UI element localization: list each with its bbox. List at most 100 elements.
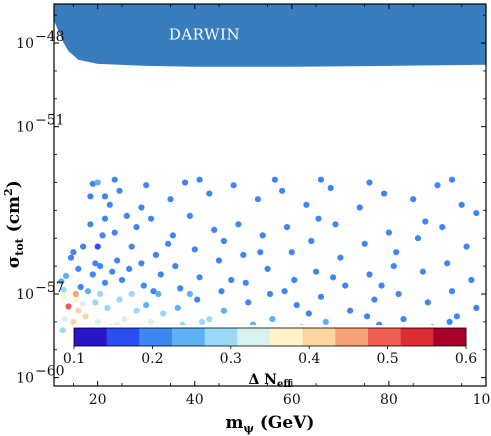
darwin-region-area <box>54 4 486 67</box>
data-point <box>342 282 349 289</box>
data-point <box>186 290 193 298</box>
data-point <box>97 290 104 298</box>
data-point <box>361 240 368 247</box>
y-tick-exponent: −48 <box>35 29 65 45</box>
data-point <box>80 243 87 250</box>
x-tick-label: 60 <box>283 392 301 408</box>
data-point <box>111 176 118 183</box>
data-point <box>172 263 179 270</box>
data-point <box>63 272 70 279</box>
data-point <box>291 276 298 284</box>
colorbar-swatch <box>74 328 108 346</box>
data-point <box>114 257 121 264</box>
data-point <box>126 265 133 272</box>
y-tick-label: 10 <box>16 287 34 303</box>
data-point <box>395 290 402 298</box>
data-point <box>101 215 109 222</box>
data-point <box>72 296 79 303</box>
data-point <box>101 279 109 286</box>
data-point <box>128 243 135 250</box>
data-point <box>99 232 106 239</box>
data-point <box>378 282 385 289</box>
colorbar-frame <box>73 327 467 347</box>
darwin-region-label: DARWIN <box>169 26 240 44</box>
y-tick-exponent: −57 <box>35 280 65 296</box>
x-tick-label: 80 <box>380 392 398 408</box>
data-point <box>385 229 392 236</box>
data-point <box>313 268 320 275</box>
data-point <box>220 237 227 245</box>
data-point <box>317 293 325 300</box>
data-point <box>87 193 94 200</box>
data-point <box>138 260 145 267</box>
data-point <box>211 226 218 233</box>
data-point <box>230 182 237 189</box>
data-point <box>97 263 104 270</box>
data-point <box>92 299 99 306</box>
data-point <box>288 249 295 256</box>
data-point <box>67 254 75 261</box>
data-point <box>264 265 271 272</box>
data-point <box>106 201 113 208</box>
data-point <box>220 307 227 314</box>
data-point <box>84 288 92 295</box>
data-point <box>138 204 145 211</box>
data-point <box>257 249 264 256</box>
data-point <box>424 299 431 306</box>
data-point <box>315 215 322 222</box>
colorbar-tick-label: 0.5 <box>376 351 398 367</box>
data-point <box>444 260 451 267</box>
data-point <box>92 260 99 267</box>
data-point <box>439 224 446 231</box>
data-point <box>75 265 82 272</box>
data-point <box>89 271 96 278</box>
colorbar-swatch <box>139 328 173 346</box>
data-point <box>94 179 101 186</box>
data-point <box>167 196 174 203</box>
data-point <box>196 274 203 281</box>
data-point <box>60 286 67 293</box>
data-point <box>473 304 480 311</box>
data-point <box>116 187 123 194</box>
data-point <box>356 204 363 211</box>
data-point <box>266 290 274 298</box>
data-point <box>206 190 213 197</box>
data-point <box>245 299 252 306</box>
data-point <box>305 310 312 317</box>
colorbar-tick-label: 0.1 <box>63 351 85 367</box>
data-point <box>269 316 276 323</box>
data-point <box>240 251 247 258</box>
data-point <box>177 285 184 292</box>
data-point <box>60 293 67 300</box>
y-tick-exponent: −60 <box>35 364 65 380</box>
data-point <box>271 176 278 183</box>
data-point <box>366 179 373 186</box>
data-point <box>381 190 388 197</box>
data-point <box>414 235 422 242</box>
data-point <box>182 179 189 186</box>
data-point <box>198 318 206 325</box>
data-point <box>410 196 417 203</box>
data-point <box>143 182 150 189</box>
data-point <box>104 304 111 311</box>
data-point <box>150 288 157 295</box>
data-point <box>332 221 339 228</box>
data-point <box>116 296 123 303</box>
data-point <box>174 304 181 311</box>
data-point <box>393 249 400 256</box>
data-point <box>123 212 130 219</box>
data-point <box>366 271 373 278</box>
data-point <box>169 232 176 239</box>
data-point <box>422 218 429 225</box>
x-axis-title: mψ (GeV) <box>226 413 315 435</box>
data-point <box>448 288 456 295</box>
data-point <box>160 310 167 317</box>
x-tick-label: 40 <box>186 392 204 408</box>
data-point <box>133 307 140 314</box>
data-point <box>235 221 242 228</box>
data-point <box>121 316 128 323</box>
data-point <box>242 279 249 286</box>
colorbar-swatch <box>335 328 369 346</box>
data-point <box>94 243 101 250</box>
